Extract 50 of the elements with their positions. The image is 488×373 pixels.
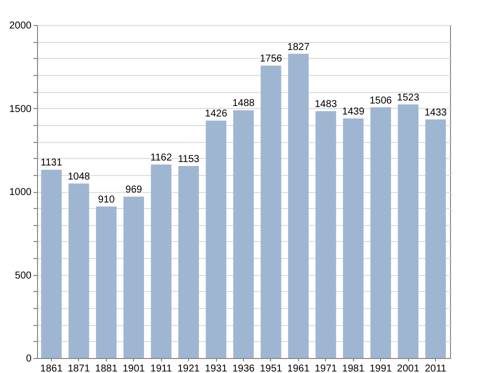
bar xyxy=(150,164,172,358)
bar xyxy=(370,107,391,358)
x-tick-label: 1881 xyxy=(95,364,118,373)
bar xyxy=(425,119,446,358)
data-label: 910 xyxy=(98,194,116,206)
data-label: 1483 xyxy=(314,99,338,110)
x-tick-label: 1921 xyxy=(177,364,200,373)
data-label: 1433 xyxy=(424,107,448,118)
data-label: 1153 xyxy=(178,154,200,166)
x-tick-label: 2011 xyxy=(424,364,447,373)
x-tick-label: 1981 xyxy=(342,364,365,373)
bar xyxy=(260,66,282,358)
x-tick-label: 1871 xyxy=(68,364,90,373)
data-label: 1162 xyxy=(150,152,172,164)
bar xyxy=(206,120,226,358)
y-tick-label: 500 xyxy=(14,270,32,282)
x-tick-label: 2001 xyxy=(397,364,420,373)
bar xyxy=(288,54,309,358)
x-tick-label: 1931 xyxy=(204,364,228,373)
x-tick-label: 1936 xyxy=(232,364,256,373)
data-label: 1756 xyxy=(260,54,282,65)
x-tick-label: 1901 xyxy=(122,364,146,373)
data-label: 969 xyxy=(125,184,143,196)
x-tick-label: 1991 xyxy=(370,364,392,373)
x-tick-label: 1861 xyxy=(40,364,63,373)
bar xyxy=(398,104,418,358)
x-tick-label: 1961 xyxy=(287,364,310,373)
bar xyxy=(178,166,199,358)
bar xyxy=(316,111,336,358)
bar xyxy=(68,184,90,358)
x-tick-label: 1971 xyxy=(314,364,338,373)
x-tick-label: 1951 xyxy=(260,364,282,373)
y-tick-label: 1500 xyxy=(9,104,32,115)
bar xyxy=(233,110,254,358)
data-label: 1523 xyxy=(397,92,420,104)
y-tick-label: 0 xyxy=(26,354,32,364)
data-label: 1439 xyxy=(342,106,365,118)
data-label: 1426 xyxy=(204,108,228,120)
data-label: 1131 xyxy=(40,158,63,169)
data-label: 1506 xyxy=(370,95,392,106)
y-tick-label: 2000 xyxy=(9,20,32,32)
bar xyxy=(41,170,62,358)
data-label: 1488 xyxy=(232,98,256,110)
bar xyxy=(123,196,144,358)
bar xyxy=(342,118,364,358)
data-label: 1827 xyxy=(287,42,310,53)
bar xyxy=(96,206,117,358)
x-tick-label: 1911 xyxy=(150,364,172,373)
y-tick-label: 1000 xyxy=(9,187,32,198)
data-label: 1048 xyxy=(68,172,90,183)
